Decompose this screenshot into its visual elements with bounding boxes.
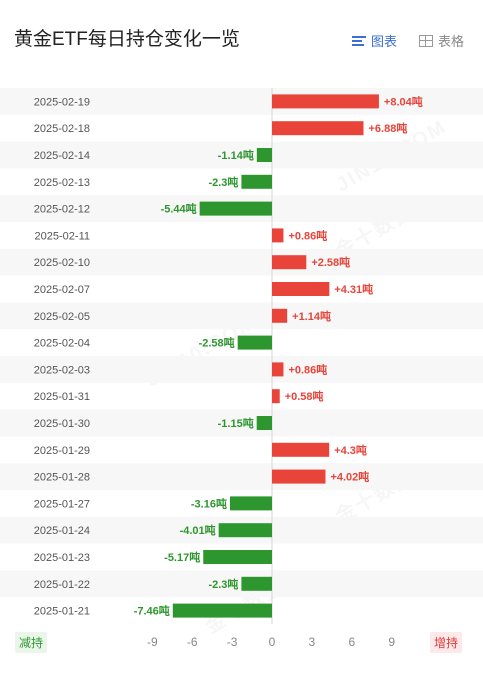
increase-bar: [272, 308, 288, 323]
bar-chart-icon: [352, 35, 366, 47]
row-band: [0, 409, 483, 437]
x-tick-label: -3: [227, 635, 238, 649]
increase-bar: [272, 255, 307, 270]
data-label: -3.16吨: [191, 496, 227, 510]
data-label: -2.3吨: [208, 175, 238, 189]
category-label: 2025-01-28: [34, 472, 90, 484]
data-label: +0.86吨: [288, 228, 327, 242]
category-label: 2025-02-19: [34, 96, 90, 108]
x-tick-label: 6: [348, 635, 355, 649]
decrease-bar: [256, 148, 272, 162]
data-label: -7.46吨: [134, 604, 170, 618]
category-label: 2025-02-10: [34, 257, 90, 269]
data-label: +2.58吨: [311, 255, 350, 269]
row-band: [0, 248, 483, 276]
category-label: 2025-02-07: [34, 284, 90, 296]
category-label: 2025-02-03: [34, 364, 90, 376]
category-label: 2025-01-22: [34, 579, 90, 591]
data-label: +1.14吨: [292, 309, 331, 323]
category-label: 2025-02-14: [34, 150, 90, 162]
category-label: 2025-02-04: [34, 338, 90, 350]
category-label: 2025-02-12: [34, 204, 90, 216]
category-label: 2025-02-11: [35, 230, 90, 242]
category-label: 2025-02-13: [34, 177, 90, 189]
category-label: 2025-01-30: [34, 418, 90, 430]
increase-legend-badge: 增持: [430, 632, 463, 653]
data-label: -5.44吨: [161, 202, 197, 216]
decrease-bar: [172, 603, 272, 618]
decrease-bar: [256, 416, 272, 430]
chart-view-label: 图表: [371, 34, 398, 49]
data-label: +0.86吨: [288, 362, 327, 376]
decrease-bar: [241, 576, 272, 591]
x-tick-label: -6: [187, 635, 198, 649]
increase-bar: [272, 121, 364, 136]
category-label: 2025-02-18: [34, 123, 90, 135]
decrease-bar: [237, 335, 272, 350]
increase-bar: [272, 389, 280, 404]
category-label: 2025-01-21: [34, 606, 90, 618]
chart-view-toggle[interactable]: 图表: [352, 31, 397, 50]
category-label: 2025-01-23: [34, 552, 90, 564]
data-label: -1.15吨: [218, 416, 254, 430]
x-tick-label: -9: [147, 635, 158, 649]
increase-bar: [272, 469, 326, 484]
data-label: +4.3吨: [334, 443, 367, 457]
category-label: 2025-01-29: [34, 445, 90, 457]
row-band: [0, 356, 483, 383]
row-band: [0, 463, 483, 490]
increase-bar: [272, 442, 330, 457]
data-label: +0.58吨: [285, 389, 324, 403]
data-label: +6.88吨: [369, 121, 408, 135]
decrease-bar: [203, 550, 272, 564]
data-label: +4.31吨: [334, 282, 373, 296]
decrease-bar: [218, 523, 272, 538]
decrease-bar: [241, 174, 272, 189]
decrease-legend-badge: 减持: [15, 632, 48, 653]
category-label: 2025-01-24: [34, 525, 90, 537]
increase-bar: [272, 362, 284, 377]
row-band: [0, 88, 483, 115]
increase-bar: [272, 94, 379, 109]
increase-bar: [272, 228, 284, 243]
data-label: -2.58吨: [199, 336, 235, 350]
table-view-label: 表格: [438, 34, 465, 49]
decrease-bar: [229, 496, 272, 511]
row-band: [0, 302, 483, 330]
table-icon: [419, 34, 433, 47]
category-label: 2025-01-31: [34, 391, 90, 403]
data-label: +8.04吨: [384, 94, 423, 108]
x-tick-label: 0: [269, 635, 276, 649]
data-label: -1.14吨: [218, 148, 254, 162]
decrease-bar: [199, 201, 272, 216]
data-label: -4.01吨: [180, 523, 216, 537]
category-label: 2025-02-05: [34, 311, 90, 323]
data-label: -2.3吨: [208, 577, 238, 591]
page-title: 黄金ETF每日持仓变化一览: [14, 29, 240, 50]
x-tick-label: 9: [388, 635, 395, 649]
category-label: 2025-01-27: [34, 498, 90, 510]
data-label: -5.17吨: [164, 550, 200, 564]
data-label: +4.02吨: [330, 470, 369, 484]
x-tick-label: 3: [309, 635, 316, 649]
increase-bar: [272, 282, 330, 296]
row-band: [0, 141, 483, 169]
table-view-toggle[interactable]: 表格: [419, 31, 464, 50]
